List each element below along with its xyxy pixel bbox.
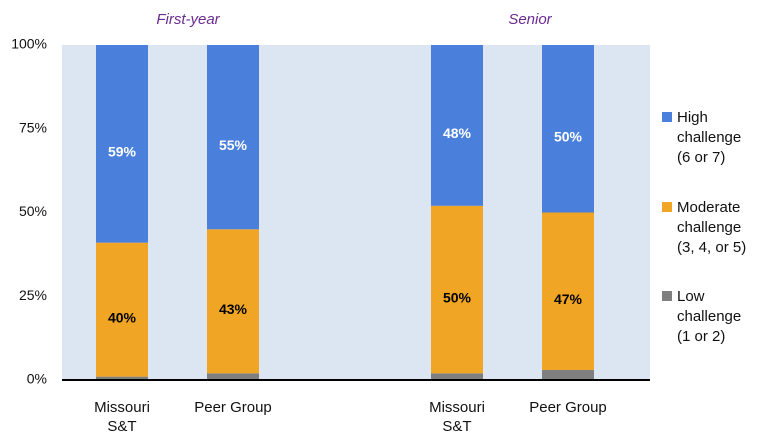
bar-segment (96, 242, 148, 377)
legend-label: Moderate challenge (3, 4, or 5) (677, 199, 747, 256)
legend-label: High challenge (6 or 7) (677, 109, 742, 166)
bar-segment (207, 229, 259, 374)
legend-swatch (662, 291, 672, 301)
bar-segment (542, 369, 594, 380)
value-label: 50% (443, 289, 472, 305)
group-label: First-year (156, 11, 220, 28)
bar-segment (96, 45, 148, 243)
bar-segment (207, 373, 259, 380)
bar-segment (542, 212, 594, 370)
value-label: 48% (443, 125, 472, 141)
x-tick-label: Peer Group (529, 399, 607, 416)
bar-segment (542, 45, 594, 213)
value-label: 43% (219, 301, 248, 317)
y-tick-label: 0% (27, 371, 47, 387)
y-tick-label: 50% (19, 203, 47, 219)
value-label: 40% (108, 309, 137, 325)
bar-segment (207, 45, 259, 230)
x-tick-label: Missouri S&T (94, 399, 150, 435)
value-label: 55% (219, 137, 248, 153)
legend-swatch (662, 202, 672, 212)
value-label: 59% (108, 144, 137, 160)
x-tick-label: Missouri S&T (429, 399, 485, 435)
bar-segment (431, 45, 483, 206)
y-tick-label: 75% (19, 119, 47, 135)
legend-swatch (662, 112, 672, 122)
x-tick-label: Peer Group (194, 399, 272, 416)
value-label: 47% (554, 291, 583, 307)
y-tick-label: 25% (19, 287, 47, 303)
y-tick-label: 100% (11, 36, 47, 52)
group-label: Senior (508, 11, 552, 28)
bar-segment (431, 373, 483, 380)
bar-segment (431, 205, 483, 374)
bar-segment (96, 376, 148, 380)
value-label: 50% (554, 128, 583, 144)
legend-label: Low challenge (1 or 2) (677, 288, 742, 345)
